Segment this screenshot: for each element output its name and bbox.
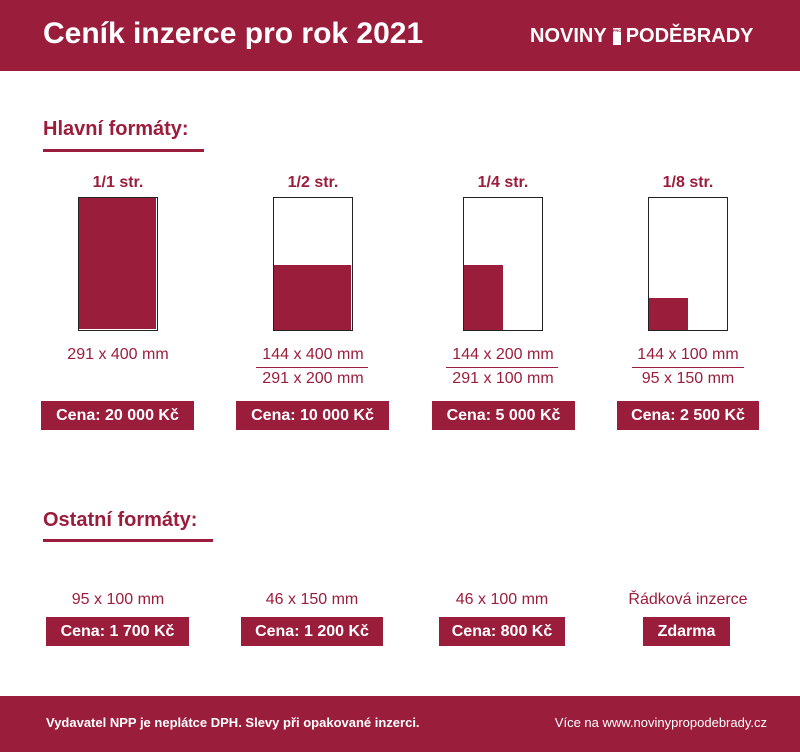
ad-area-half (274, 265, 351, 330)
logo-tag-text: PRO (612, 27, 622, 33)
format-dimensions: 144 x 400 mm (262, 346, 364, 363)
ad-area-eighth (649, 298, 688, 330)
dimension-divider (256, 367, 368, 368)
price-badge-free: Zdarma (643, 617, 730, 646)
logo-text-right: PODĚBRADY (625, 24, 754, 47)
classified-ads-label: Řádková inzerce (628, 591, 748, 608)
price-badge-other-1: Cena: 1 700 Kč (46, 617, 189, 646)
format-label-half: 1/2 str. (287, 174, 339, 191)
price-badge-other-2: Cena: 1 200 Kč (241, 617, 383, 646)
page-title: Ceník inzerce pro rok 2021 (43, 17, 424, 50)
format-dimensions: 291 x 400 mm (67, 346, 169, 363)
main-formats-heading: Hlavní formáty: (43, 118, 189, 140)
format-dimensions-alt: 291 x 200 mm (262, 370, 364, 387)
price-badge-eighth: Cena: 2 500 Kč (617, 401, 759, 430)
other-format-dimensions: 46 x 100 mm (455, 591, 549, 608)
header-bar: Ceník inzerce pro rok 2021 NOVINY PRO PO… (0, 0, 800, 71)
price-badge-other-3: Cena: 800 Kč (439, 617, 565, 646)
format-label-quarter: 1/4 str. (477, 174, 529, 191)
format-dimensions: 144 x 100 mm (637, 346, 739, 363)
price-badge-full: Cena: 20 000 Kč (41, 401, 194, 430)
format-label-eighth: 1/8 str. (662, 174, 714, 191)
other-format-dimensions: 95 x 100 mm (71, 591, 165, 608)
format-dimensions-alt: 291 x 100 mm (452, 370, 554, 387)
page-preview-quarter (463, 197, 543, 331)
main-formats-underline (43, 149, 204, 152)
format-dimensions: 144 x 200 mm (452, 346, 554, 363)
ad-area-quarter (464, 265, 503, 330)
format-label-full: 1/1 str. (92, 174, 144, 191)
logo-text-left: NOVINY (530, 24, 607, 47)
other-formats-heading: Ostatní formáty: (43, 509, 198, 531)
page-preview-half (273, 197, 353, 331)
dimension-divider (632, 367, 744, 368)
other-formats-underline (43, 539, 213, 542)
newspaper-logo: NOVINY PRO PODĚBRADY (530, 23, 753, 49)
format-dimensions-alt: 95 x 150 mm (641, 370, 735, 387)
footer-bar: Vydavatel NPP je neplátce DPH. Slevy při… (0, 696, 800, 752)
website-link[interactable]: Více na www.novinypropodebrady.cz (554, 715, 767, 730)
page-preview-full (78, 197, 158, 331)
price-badge-half: Cena: 10 000 Kč (236, 401, 389, 430)
page-preview-eighth (648, 197, 728, 331)
ad-area-full (79, 198, 156, 329)
other-format-dimensions: 46 x 150 mm (265, 591, 359, 608)
publisher-note: Vydavatel NPP je neplátce DPH. Slevy při… (46, 715, 420, 730)
logo-tag-icon: PRO (612, 27, 622, 45)
price-badge-quarter: Cena: 5 000 Kč (432, 401, 575, 430)
dimension-divider (446, 367, 558, 368)
